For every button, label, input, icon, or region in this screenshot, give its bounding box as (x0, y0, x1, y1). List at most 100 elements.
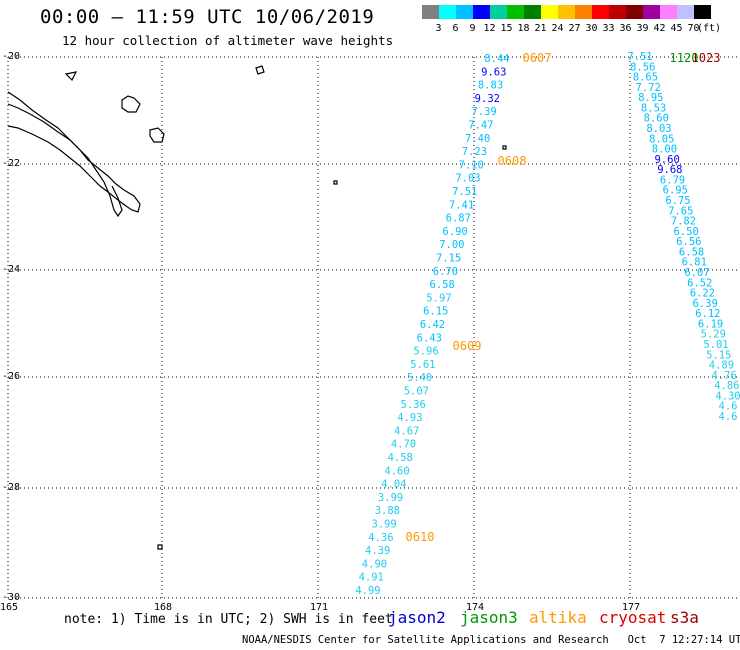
legend-swatch (422, 5, 439, 19)
time-label: 1023 (692, 51, 721, 65)
new-caledonia-coast (7, 103, 141, 213)
loyalty-island-lifou (149, 127, 165, 143)
wave-height-label: 6.22 (690, 288, 715, 300)
satellite-name: altika (529, 608, 587, 627)
satellite-name: s3a (670, 608, 699, 627)
wave-height-label: 4.93 (397, 412, 422, 424)
lon-label: 174 (466, 602, 485, 613)
lat-label: -28 (2, 482, 21, 493)
lat-label: -30 (2, 592, 21, 603)
wave-height-label: 5.29 (701, 329, 726, 341)
legend-swatch (575, 5, 592, 19)
legend-label: 33 (602, 23, 615, 34)
wave-height-label: 4.04 (381, 479, 406, 491)
wave-height-label: 5.61 (410, 359, 435, 371)
wave-height-label: 3.88 (375, 505, 400, 517)
wave-height-label: 3.99 (378, 492, 403, 504)
legend-label: 6 (452, 23, 459, 34)
time-label: 0607 (523, 51, 552, 65)
wave-height-label: 9.68 (657, 164, 682, 176)
legend-swatch (694, 5, 711, 19)
legend-swatch (558, 5, 575, 19)
wave-height-label: 7.72 (635, 82, 660, 94)
wave-height-label: 4.60 (384, 465, 409, 477)
wave-height-label: 7.23 (462, 146, 487, 158)
legend-swatch (626, 5, 643, 19)
wave-height-label: 7.82 (671, 216, 696, 228)
altimeter-track-2: 7.518.568.657.728.958.538.608.038.058.00… (627, 51, 740, 423)
wave-height-label: 8.53 (641, 102, 666, 114)
islet-small (333, 180, 338, 185)
wave-height-label: 7.47 (468, 120, 493, 132)
page-subtitle: 12 hour collection of altimeter wave hei… (62, 33, 394, 48)
legend-swatch (490, 5, 507, 19)
wave-height-label: 6.56 (676, 236, 701, 248)
loyalty-island-maré (121, 95, 141, 113)
wave-height-label: 5.15 (706, 349, 731, 361)
wave-height-label: 6.58 (430, 279, 455, 291)
wave-height-label: 4.76 (711, 370, 736, 382)
wave-height-label: 4.36 (368, 532, 393, 544)
satellite-name: jason3 (460, 608, 518, 627)
wave-height-label: 5.96 (413, 346, 438, 358)
legend-label: 9 (469, 23, 476, 34)
legend-unit: (ft) (697, 23, 722, 34)
wave-height-label: 6.58 (679, 246, 704, 258)
wave-height-label: 4.70 (391, 439, 416, 451)
wave-height-label: 4.89 (709, 360, 734, 372)
wave-height-label: 7.41 (449, 199, 474, 211)
legend-label: 12 (483, 23, 496, 34)
time-label: 0609 (453, 339, 482, 353)
wave-height-label: 6.87 (446, 213, 471, 225)
wave-height-label: 7.40 (465, 133, 490, 145)
time-label: 1120 (670, 51, 699, 65)
wave-height-label: 8.83 (478, 80, 503, 92)
wave-height-label: 7.65 (668, 205, 693, 217)
legend-swatch (439, 5, 456, 19)
wave-height-label: 4.39 (365, 545, 390, 557)
lat-label: -20 (2, 51, 21, 62)
legend-swatch (609, 5, 626, 19)
wave-height-label: 4.67 (394, 425, 419, 437)
legend-swatch (660, 5, 677, 19)
legend-label: 70 (687, 23, 700, 34)
satellite-name: jason2 (388, 608, 446, 627)
wave-height-label: 4.99 (355, 585, 380, 597)
islet-north (255, 65, 265, 75)
legend-swatch (677, 5, 694, 19)
legend-label: 3 (435, 23, 442, 34)
wave-height-label: 6.39 (692, 298, 717, 310)
lon-label: 177 (622, 602, 641, 613)
legend-swatch (541, 5, 558, 19)
wave-height-label: 7.00 (439, 239, 464, 251)
wave-height-label: 8.56 (630, 61, 655, 73)
page-title: 00:00 – 11:59 UTC 10/06/2019 (40, 6, 375, 28)
lon-label: 171 (310, 602, 329, 613)
legend-swatch (592, 5, 609, 19)
wave-height-label: 6.19 (698, 318, 723, 330)
legend-swatch (524, 5, 541, 19)
wave-height-label: 3.99 (371, 519, 396, 531)
legend-label: 36 (619, 23, 632, 34)
wave-height-label: 8.00 (652, 144, 677, 156)
time-label: 0610 (406, 530, 435, 544)
wave-height-label: 6.12 (695, 308, 720, 320)
wave-height-label: 7.10 (459, 159, 484, 171)
lat-label: -26 (2, 371, 21, 382)
coastline (7, 65, 507, 550)
wave-height-label: 5.07 (404, 386, 429, 398)
wave-height-label: 7.03 (455, 173, 480, 185)
lon-label: 165 (0, 602, 19, 613)
legend-label: 42 (653, 23, 666, 34)
lat-label: -24 (2, 264, 21, 275)
wave-height-label: 8.05 (649, 133, 674, 145)
legend-label: 39 (636, 23, 649, 34)
wave-height-label: 9.32 (475, 93, 500, 105)
wave-height-label: 4.90 (362, 558, 387, 570)
wave-height-label: 7.39 (471, 106, 496, 118)
legend-label: 45 (670, 23, 683, 34)
legend-label: 18 (517, 23, 530, 34)
wave-height-label: 5.40 (407, 372, 432, 384)
wave-height-label: 4.58 (388, 452, 413, 464)
